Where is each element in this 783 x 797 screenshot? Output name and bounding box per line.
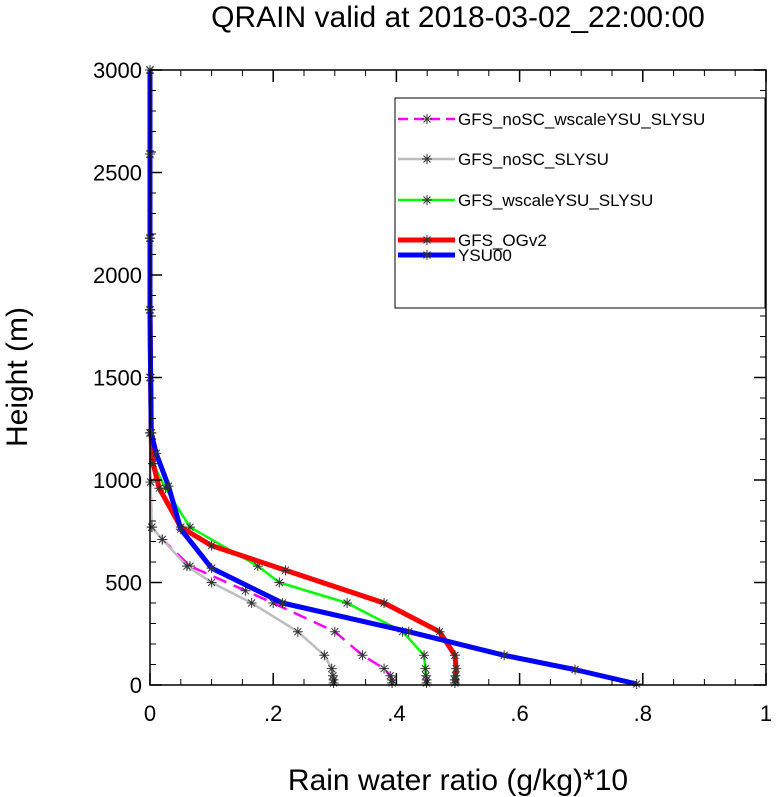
data-point bbox=[206, 540, 217, 551]
data-point bbox=[206, 577, 217, 588]
data-point bbox=[357, 650, 368, 661]
legend-label: GFS_noSC_SLYSU bbox=[458, 150, 609, 169]
legend-box bbox=[394, 97, 766, 309]
data-point bbox=[160, 483, 171, 494]
data-point bbox=[163, 481, 174, 492]
data-point bbox=[419, 650, 430, 661]
x-tick-label: 1 bbox=[760, 701, 772, 726]
x-tick-label: .8 bbox=[634, 701, 652, 726]
x-tick-label: 0 bbox=[144, 701, 156, 726]
data-point bbox=[326, 663, 337, 674]
data-point bbox=[329, 626, 340, 637]
legend-label: GFS_noSC_wscaleYSU_SLYSU bbox=[458, 110, 705, 129]
data-point bbox=[499, 650, 510, 661]
x-tick-label: .2 bbox=[264, 701, 282, 726]
legend: GFS_noSC_wscaleYSU_SLYSU GFS_noSC_SLYSU GF… bbox=[394, 97, 766, 309]
data-point bbox=[181, 561, 192, 572]
x-axis-label: Rain water ratio (g/kg)*10 bbox=[288, 764, 628, 797]
y-tick-label: 1000 bbox=[93, 468, 142, 493]
legend-marker bbox=[422, 195, 432, 205]
legend-marker bbox=[422, 114, 432, 124]
data-point bbox=[387, 674, 398, 685]
data-point bbox=[421, 674, 432, 685]
ticks-layer: 0 .2 .4 .6 .8 1 0 500 1000 1500 2000 2500 3000 bbox=[93, 58, 772, 726]
data-point bbox=[268, 598, 279, 608]
data-point bbox=[379, 663, 390, 674]
data-point bbox=[328, 674, 339, 685]
data-point bbox=[185, 522, 196, 533]
data-point bbox=[246, 598, 257, 608]
y-tick-label: 500 bbox=[105, 571, 142, 596]
data-point bbox=[277, 598, 288, 608]
data-point bbox=[570, 664, 581, 675]
series-line-2 bbox=[148, 70, 428, 683]
data-point bbox=[157, 534, 168, 545]
data-point bbox=[449, 674, 460, 685]
data-point bbox=[319, 650, 330, 661]
data-point bbox=[274, 577, 285, 588]
chart-title: QRAIN valid at 2018-03-02_22:00:00 bbox=[211, 1, 705, 34]
y-tick-label: 2000 bbox=[93, 263, 142, 288]
legend-marker bbox=[422, 250, 432, 260]
data-point bbox=[451, 663, 462, 674]
data-point bbox=[146, 427, 157, 438]
data-point bbox=[206, 563, 217, 574]
data-point bbox=[146, 522, 157, 533]
legend-label: GFS_OGv2 bbox=[458, 231, 547, 250]
data-point bbox=[434, 626, 445, 637]
data-point bbox=[154, 483, 165, 494]
data-point bbox=[175, 524, 186, 535]
data-point bbox=[292, 626, 303, 637]
y-tick-label: 0 bbox=[130, 673, 142, 698]
data-point bbox=[327, 670, 338, 681]
y-axis-label: Height (m) bbox=[1, 307, 34, 447]
data-point bbox=[379, 598, 390, 608]
data-point bbox=[280, 565, 291, 576]
data-point bbox=[342, 598, 353, 608]
legend-marker bbox=[422, 235, 432, 245]
y-tick-label: 2500 bbox=[93, 161, 142, 186]
data-point bbox=[631, 678, 642, 689]
data-point bbox=[403, 626, 414, 637]
data-point bbox=[240, 585, 251, 596]
data-point bbox=[252, 561, 263, 572]
data-point bbox=[385, 670, 396, 681]
y-tick-label: 1500 bbox=[93, 366, 142, 391]
data-point bbox=[450, 670, 461, 681]
x-tick-label: .6 bbox=[510, 701, 528, 726]
x-tick-label: .4 bbox=[387, 701, 405, 726]
legend-label: YSU00 bbox=[458, 246, 512, 265]
data-point bbox=[148, 458, 159, 469]
data-point bbox=[151, 448, 162, 459]
legend-label: GFS_wscaleYSU_SLYSU bbox=[458, 191, 653, 210]
y-tick-label: 3000 bbox=[93, 58, 142, 83]
data-point bbox=[449, 650, 460, 661]
legend-marker bbox=[422, 154, 432, 164]
data-point bbox=[420, 663, 431, 674]
data-point bbox=[420, 670, 431, 681]
